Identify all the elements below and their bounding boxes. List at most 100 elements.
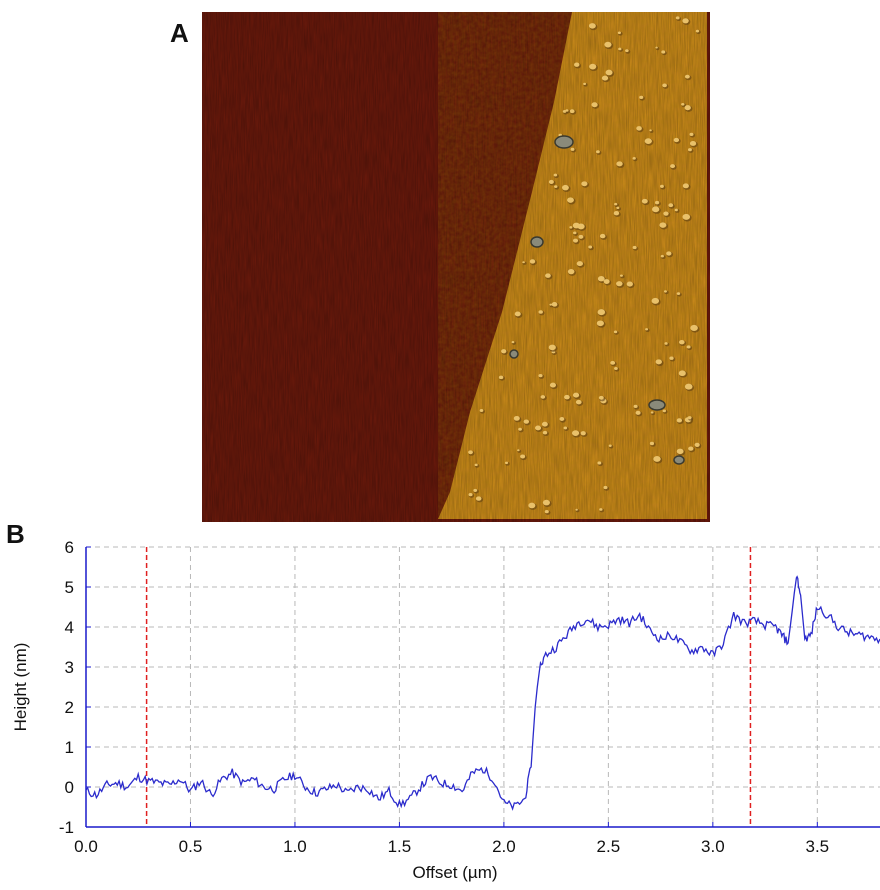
x-tick-label: 1.5 bbox=[388, 837, 412, 856]
particle bbox=[632, 157, 636, 160]
particle bbox=[597, 276, 605, 282]
particle bbox=[675, 16, 680, 20]
particle bbox=[581, 181, 588, 187]
particle bbox=[661, 50, 666, 54]
particle bbox=[694, 442, 700, 447]
particle bbox=[571, 430, 580, 436]
particle bbox=[673, 137, 680, 143]
marker-lines bbox=[145, 547, 752, 827]
particle bbox=[542, 430, 548, 435]
particle bbox=[695, 29, 700, 33]
particle bbox=[668, 203, 674, 208]
particle bbox=[598, 395, 604, 400]
particle bbox=[676, 448, 684, 455]
particle bbox=[565, 109, 569, 112]
particle bbox=[603, 279, 610, 284]
particle bbox=[626, 281, 633, 287]
y-tick-label: 6 bbox=[65, 538, 74, 557]
particle bbox=[676, 418, 683, 423]
particle bbox=[616, 206, 620, 210]
particle bbox=[479, 409, 484, 413]
particle bbox=[567, 197, 574, 203]
x-tick-label: 0.0 bbox=[74, 837, 98, 856]
particle bbox=[563, 426, 568, 430]
x-tick-labels: 0.0 0.5 1.0 1.5 2.0 2.5 3.0 3.5 bbox=[74, 822, 829, 856]
particle bbox=[588, 245, 593, 249]
particle bbox=[687, 416, 692, 420]
particle bbox=[553, 173, 558, 177]
particle bbox=[632, 245, 637, 250]
height-profile-line bbox=[85, 575, 880, 811]
aggregate-particle bbox=[673, 455, 685, 465]
particle bbox=[544, 510, 549, 514]
particle bbox=[589, 63, 597, 70]
particle bbox=[599, 508, 603, 511]
grid bbox=[86, 546, 880, 827]
panel-a-label: A bbox=[170, 18, 189, 48]
particle bbox=[575, 399, 582, 405]
particle bbox=[513, 415, 520, 421]
particle bbox=[523, 419, 530, 424]
particle bbox=[684, 105, 691, 111]
particle bbox=[529, 259, 536, 264]
particle bbox=[569, 226, 573, 229]
particle bbox=[678, 339, 685, 345]
particle bbox=[577, 223, 585, 230]
film-texture bbox=[438, 12, 707, 519]
particle bbox=[518, 427, 522, 431]
particle bbox=[681, 102, 685, 106]
particle bbox=[522, 261, 525, 264]
particle bbox=[613, 211, 620, 216]
particle bbox=[517, 449, 520, 452]
particle bbox=[633, 404, 638, 409]
particle bbox=[655, 46, 658, 49]
particle bbox=[659, 222, 667, 228]
particle bbox=[573, 231, 577, 235]
particle bbox=[663, 290, 667, 293]
x-tick-label: 3.5 bbox=[805, 837, 829, 856]
y-tick-label: 0 bbox=[65, 778, 74, 797]
particle bbox=[660, 254, 664, 258]
particle bbox=[570, 147, 575, 151]
particle bbox=[662, 409, 666, 413]
particle bbox=[639, 95, 644, 100]
particle bbox=[528, 502, 536, 509]
particle bbox=[578, 234, 584, 239]
aggregate-particle bbox=[648, 399, 666, 411]
particle bbox=[689, 140, 697, 146]
y-tick-labels: -1 0 1 2 3 4 5 6 bbox=[59, 538, 91, 837]
particle bbox=[614, 202, 618, 206]
particle bbox=[535, 425, 542, 431]
particle bbox=[569, 109, 575, 114]
particle-cluster bbox=[468, 16, 702, 515]
particle bbox=[604, 41, 612, 48]
particle bbox=[603, 485, 608, 490]
particle bbox=[564, 394, 570, 400]
panel-b-label: B bbox=[6, 519, 25, 549]
y-tick-label: 3 bbox=[65, 658, 74, 677]
particle bbox=[549, 303, 553, 306]
particle bbox=[511, 341, 515, 344]
afm-topography-image bbox=[202, 12, 710, 522]
particle bbox=[601, 75, 609, 81]
x-tick-label: 2.0 bbox=[492, 837, 516, 856]
particle bbox=[498, 375, 504, 380]
particle bbox=[574, 62, 580, 67]
x-axis-title: Offset (µm) bbox=[412, 863, 497, 882]
y-tick-label: 2 bbox=[65, 698, 74, 717]
particle bbox=[619, 274, 623, 277]
particle bbox=[613, 330, 618, 334]
particle bbox=[669, 356, 674, 360]
y-tick-label: -1 bbox=[59, 818, 74, 837]
particle bbox=[591, 102, 598, 108]
particle bbox=[576, 261, 583, 267]
particle bbox=[654, 200, 660, 205]
particle bbox=[599, 233, 606, 239]
x-tick-label: 2.5 bbox=[597, 837, 621, 856]
particle bbox=[608, 444, 612, 447]
particle bbox=[684, 383, 693, 390]
aggregate-particle bbox=[554, 135, 574, 149]
particle bbox=[645, 328, 649, 331]
particle bbox=[538, 373, 543, 378]
aggregate-particle bbox=[509, 349, 519, 359]
